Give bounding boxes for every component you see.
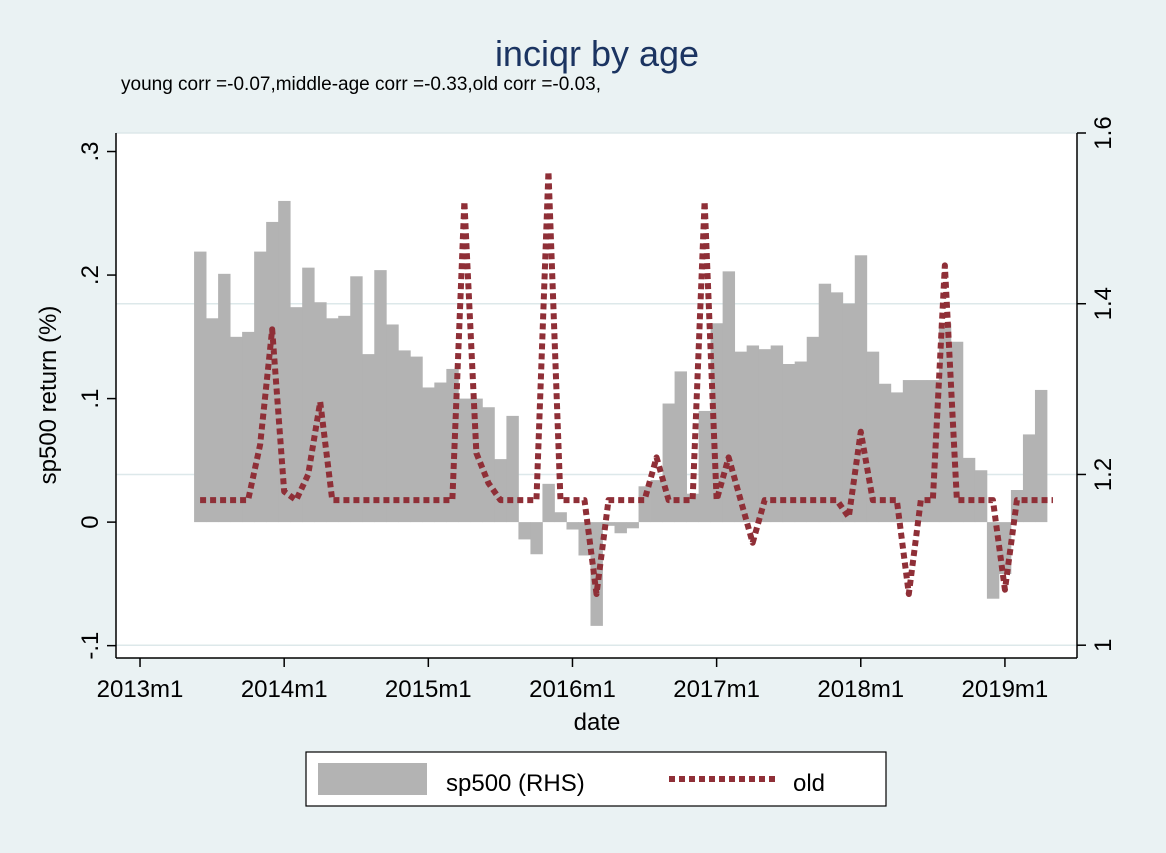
bar (290, 307, 303, 523)
legend-label-old: old (793, 770, 825, 797)
bar (542, 483, 555, 523)
bar (914, 380, 928, 523)
bar (974, 470, 988, 523)
bar (326, 318, 339, 523)
bar (194, 251, 207, 523)
bar (674, 371, 687, 523)
y-left-tick-label: -.1 (77, 632, 104, 660)
legend: sp500 (RHS) old (305, 751, 887, 807)
bar (866, 351, 880, 523)
bar (854, 255, 868, 523)
x-tick-label: 2017m1 (673, 676, 760, 703)
x-tick-label: 2013m1 (97, 676, 184, 703)
bar (830, 292, 844, 523)
bar (986, 522, 1000, 599)
bar (302, 267, 315, 523)
y-right-tick-label: 1.4 (1090, 287, 1117, 320)
bar (518, 522, 531, 540)
bar (626, 522, 639, 529)
bar (470, 398, 483, 523)
bar (1022, 434, 1036, 523)
bar (794, 361, 808, 523)
x-tick-label: 2016m1 (529, 676, 616, 703)
x-tick-label: 2018m1 (817, 676, 904, 703)
chart-subtitle: young corr =-0.07,middle-age corr =-0.33… (121, 74, 601, 95)
y-right-tick-label: 1.2 (1090, 458, 1117, 491)
bar (650, 480, 663, 523)
bar (1034, 389, 1048, 523)
bar (566, 522, 579, 530)
chart-title: inciqr by age (495, 33, 699, 74)
bar (494, 459, 507, 523)
bar (662, 403, 675, 523)
bar (902, 380, 916, 523)
y-right-tick-label: 1 (1090, 639, 1117, 652)
y-left-tick-label: .3 (77, 141, 104, 161)
x-tick-label: 2019m1 (962, 676, 1049, 703)
bar (962, 457, 976, 523)
bar (482, 407, 495, 523)
bar (410, 356, 423, 523)
bar (770, 345, 784, 523)
bar (818, 283, 832, 523)
bar (614, 522, 627, 534)
bar (530, 522, 543, 555)
bar (554, 512, 567, 523)
bar (878, 383, 892, 523)
bar (758, 349, 772, 523)
bar (710, 323, 724, 523)
axes-layer: -.1 0 .1 .2 .3 1 1.2 1.4 1.6 2013m1 2014m1 2015m1 20… (77, 116, 1117, 703)
bar (398, 350, 411, 523)
y-left-tick-label: .1 (77, 389, 104, 409)
bar (350, 276, 363, 523)
legend-swatch-sp500 (318, 763, 427, 795)
bar (362, 354, 375, 523)
bar (686, 493, 699, 523)
bar (206, 318, 219, 523)
bar (890, 392, 904, 523)
bar (602, 522, 615, 526)
y-left-tick-label: .2 (77, 265, 104, 285)
bar (230, 336, 243, 523)
bar (434, 382, 447, 523)
bar (506, 415, 519, 523)
bar (386, 324, 399, 523)
x-tick-label: 2014m1 (241, 676, 328, 703)
x-axis-title: date (574, 709, 621, 736)
bar (722, 271, 736, 523)
x-tick-label: 2015m1 (385, 676, 472, 703)
y-left-tick-label: 0 (77, 515, 104, 528)
bar (458, 398, 471, 523)
bar (806, 336, 820, 523)
bar (1010, 490, 1024, 523)
bar (338, 315, 351, 523)
bar (374, 270, 387, 523)
bar (218, 273, 231, 523)
legend-label-sp500: sp500 (RHS) (446, 770, 585, 797)
bar (842, 303, 856, 523)
bar (746, 345, 760, 523)
bar (422, 387, 435, 523)
y-axis-title-left: sp500 return (%) (35, 306, 62, 485)
y-right-tick-label: 1.6 (1090, 116, 1117, 149)
bar (698, 410, 712, 523)
bar (782, 364, 796, 523)
